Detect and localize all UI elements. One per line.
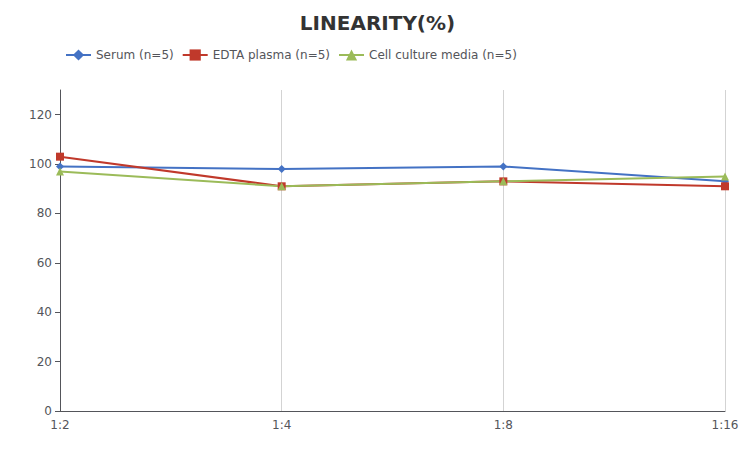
svg-text:1:8: 1:8 [494, 418, 513, 432]
svg-text:1:16: 1:16 [712, 418, 739, 432]
svg-text:40: 40 [37, 305, 52, 319]
svg-text:20: 20 [37, 355, 52, 369]
svg-text:LINEARITY(%): LINEARITY(%) [300, 11, 455, 35]
svg-text:0: 0 [44, 404, 52, 418]
svg-text:120: 120 [29, 108, 52, 122]
svg-text:100: 100 [29, 157, 52, 171]
svg-text:Serum (n=5): Serum (n=5) [96, 48, 174, 62]
svg-text:1:4: 1:4 [272, 418, 291, 432]
svg-text:80: 80 [37, 206, 52, 220]
svg-text:60: 60 [37, 256, 52, 270]
svg-text:Cell culture media (n=5): Cell culture media (n=5) [369, 48, 517, 62]
svg-text:1:2: 1:2 [50, 418, 69, 432]
svg-text:EDTA plasma (n=5): EDTA plasma (n=5) [213, 48, 330, 62]
